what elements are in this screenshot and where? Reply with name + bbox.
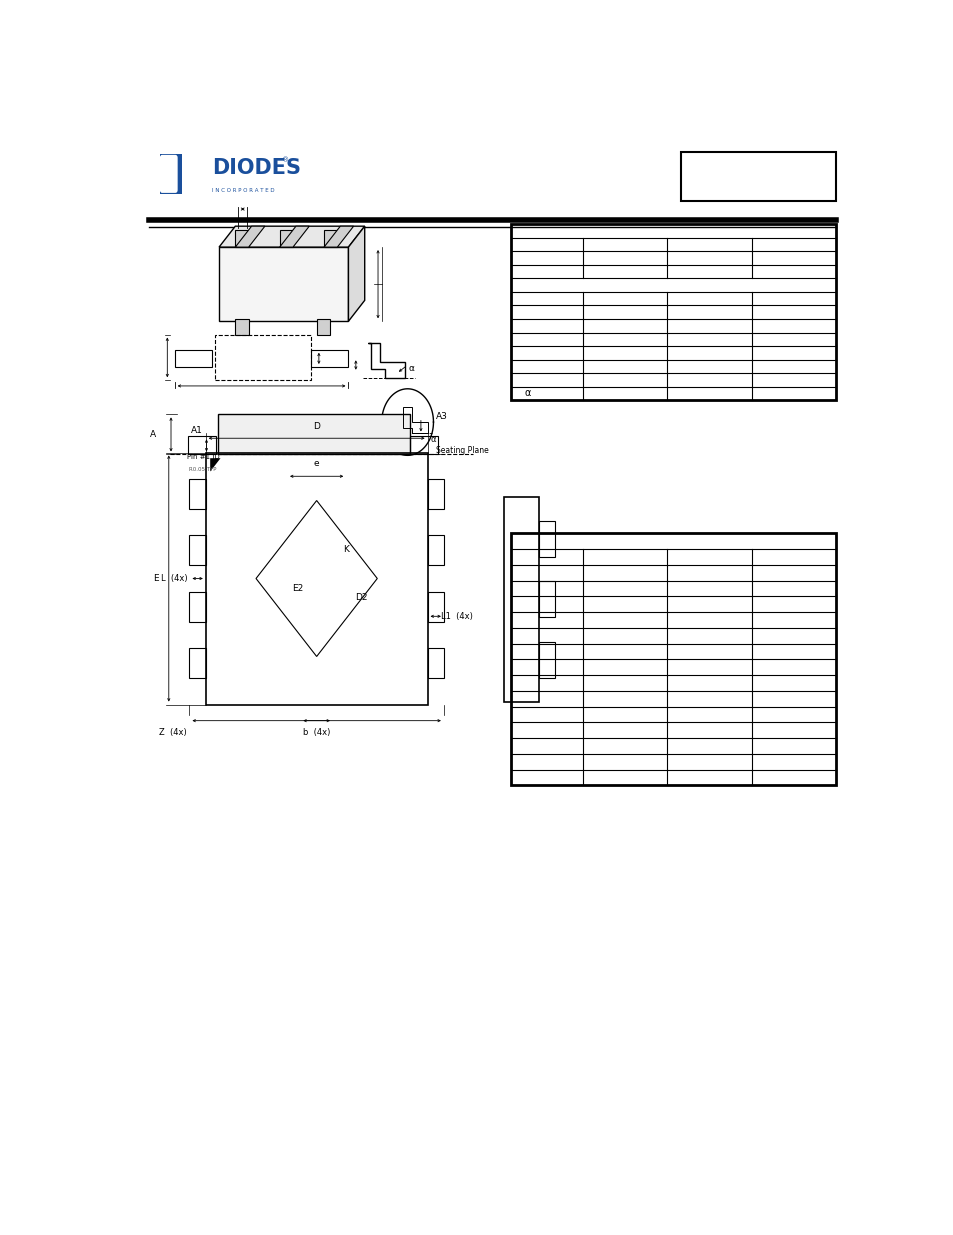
Text: α: α [430, 435, 436, 443]
FancyBboxPatch shape [160, 154, 177, 193]
Text: A3: A3 [436, 412, 447, 421]
Text: A1: A1 [191, 426, 203, 435]
Bar [206, 452, 427, 704]
Text: b  (4x): b (4x) [303, 727, 330, 736]
Text: E2: E2 [293, 583, 303, 593]
Bar [427, 535, 443, 566]
Bar [324, 230, 337, 247]
Text: A: A [150, 430, 156, 438]
Bar [219, 247, 348, 321]
Bar [538, 582, 555, 618]
Bar [311, 350, 348, 367]
Text: I N C O R P O R A T E D: I N C O R P O R A T E D [212, 188, 274, 193]
Text: Pin #1 ID: Pin #1 ID [187, 454, 219, 461]
Bar [503, 498, 538, 701]
Bar [188, 436, 216, 454]
Polygon shape [348, 226, 364, 321]
Text: Z  (4x): Z (4x) [158, 727, 186, 736]
Text: K: K [343, 546, 349, 555]
Bar [190, 535, 206, 566]
Bar [160, 154, 182, 194]
Polygon shape [219, 226, 364, 247]
Text: L1  (4x): L1 (4x) [440, 611, 473, 621]
Polygon shape [324, 226, 354, 247]
Text: Seating Plane: Seating Plane [436, 446, 488, 454]
Bar [279, 230, 293, 247]
Bar [217, 415, 410, 454]
Bar [511, 225, 836, 400]
Bar [215, 335, 311, 380]
Text: R0.05 TYP: R0.05 TYP [190, 467, 216, 472]
Bar [538, 641, 555, 678]
Bar [235, 320, 249, 335]
Bar [190, 648, 206, 678]
Bar [511, 534, 836, 785]
Text: D: D [313, 422, 320, 431]
Text: e: e [314, 459, 319, 468]
Bar [427, 648, 443, 678]
Text: α: α [524, 389, 530, 399]
Polygon shape [279, 226, 309, 247]
Text: α: α [408, 364, 414, 373]
Polygon shape [210, 458, 220, 472]
Text: ®: ® [282, 158, 289, 163]
Bar [190, 478, 206, 509]
Text: L  (4x): L (4x) [160, 574, 187, 583]
Bar [680, 152, 836, 201]
Bar [538, 521, 555, 557]
Bar [427, 478, 443, 509]
Bar [427, 592, 443, 622]
Bar [316, 320, 330, 335]
Text: E: E [152, 574, 158, 583]
Bar [235, 230, 249, 247]
Bar [410, 436, 437, 454]
Text: D2: D2 [355, 593, 367, 601]
Polygon shape [235, 226, 265, 247]
Bar [174, 350, 212, 367]
Bar [190, 592, 206, 622]
Text: DIODES: DIODES [212, 158, 300, 178]
